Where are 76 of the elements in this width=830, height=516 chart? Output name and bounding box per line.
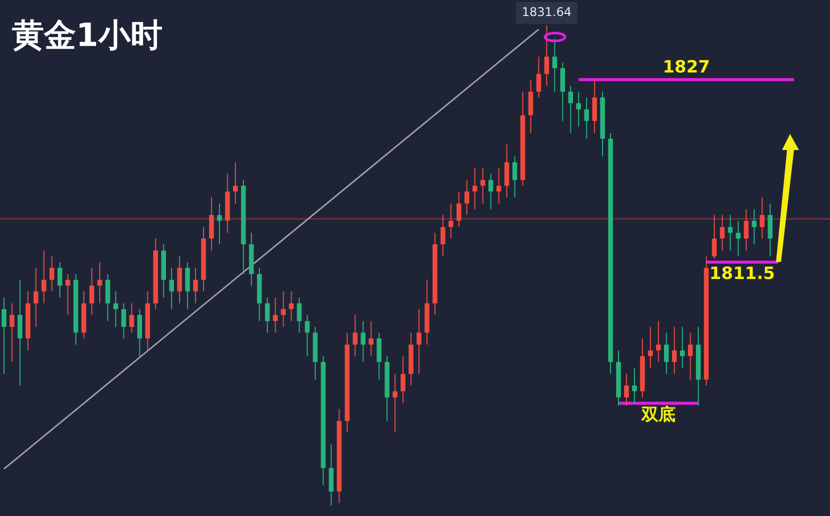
candlestick <box>272 297 278 334</box>
candlestick <box>448 203 454 240</box>
candlestick <box>744 208 749 252</box>
candlestick <box>496 168 502 204</box>
candlestick <box>488 173 494 210</box>
candlestick <box>34 267 38 328</box>
candlestick <box>632 368 637 404</box>
candlestick <box>528 79 534 134</box>
candlestick <box>664 332 669 374</box>
candlestick <box>304 314 310 357</box>
candlestick <box>18 279 22 386</box>
candlestick <box>552 38 558 92</box>
candlestick <box>400 356 406 404</box>
candlestick <box>137 308 142 357</box>
candlestick <box>568 85 574 134</box>
candlestick <box>209 196 214 252</box>
candlestick <box>65 274 70 316</box>
candlestick <box>193 267 198 304</box>
candlestick <box>217 203 222 245</box>
candlestick <box>105 274 110 322</box>
candlestick <box>185 262 190 310</box>
candlestick <box>360 320 366 362</box>
candlestick <box>680 326 685 369</box>
series-label: 双底 <box>640 405 676 426</box>
series-label: 1827 <box>662 58 710 78</box>
candlestick <box>57 262 62 298</box>
candlestick <box>480 168 486 204</box>
candlestick <box>113 290 118 328</box>
candlestick <box>392 373 398 433</box>
candlestick <box>296 297 302 334</box>
candlestick <box>512 156 518 198</box>
candlestick <box>264 297 270 334</box>
candlestick <box>233 162 238 204</box>
candlestick <box>10 302 14 362</box>
candlestick <box>720 214 725 252</box>
candlestick <box>504 144 510 198</box>
candlestick <box>464 180 470 216</box>
candlestick <box>712 214 717 260</box>
candlestick <box>648 326 653 369</box>
chart-title: 黄金1小时 <box>12 15 162 56</box>
candlestick <box>280 290 286 328</box>
candlestick <box>688 332 693 380</box>
series-label: 1811.5 <box>709 264 776 284</box>
candlestick <box>129 302 134 334</box>
candlestick <box>624 373 629 406</box>
candlestick <box>736 220 741 257</box>
candlestick <box>368 320 374 357</box>
candlestick <box>536 56 542 98</box>
candlestick <box>416 308 422 374</box>
candlestick <box>760 196 765 240</box>
candlestick <box>121 302 126 339</box>
candlestick <box>440 214 446 257</box>
candlestick <box>472 168 478 210</box>
candlestick <box>544 24 550 86</box>
candlestick <box>728 214 733 252</box>
text: 1831.64 <box>522 5 572 20</box>
candlestick <box>672 326 677 374</box>
candlestick <box>768 203 773 257</box>
candlestick <box>42 250 46 304</box>
candlestick <box>656 320 661 362</box>
candlestick <box>89 267 94 316</box>
candlestick <box>560 62 566 122</box>
candlestick <box>456 191 462 228</box>
candlestick <box>592 79 597 134</box>
candlestick <box>97 262 102 304</box>
candlestick <box>328 444 334 506</box>
candlestick <box>288 290 294 322</box>
candlestick <box>352 314 358 357</box>
candlestick <box>376 332 382 380</box>
candlestick <box>752 208 757 245</box>
candlestick <box>576 91 581 128</box>
candlestick <box>2 297 6 374</box>
candlestick <box>584 96 589 140</box>
candlestick <box>49 256 54 292</box>
candlestick <box>169 267 174 310</box>
candlestick <box>177 256 182 304</box>
